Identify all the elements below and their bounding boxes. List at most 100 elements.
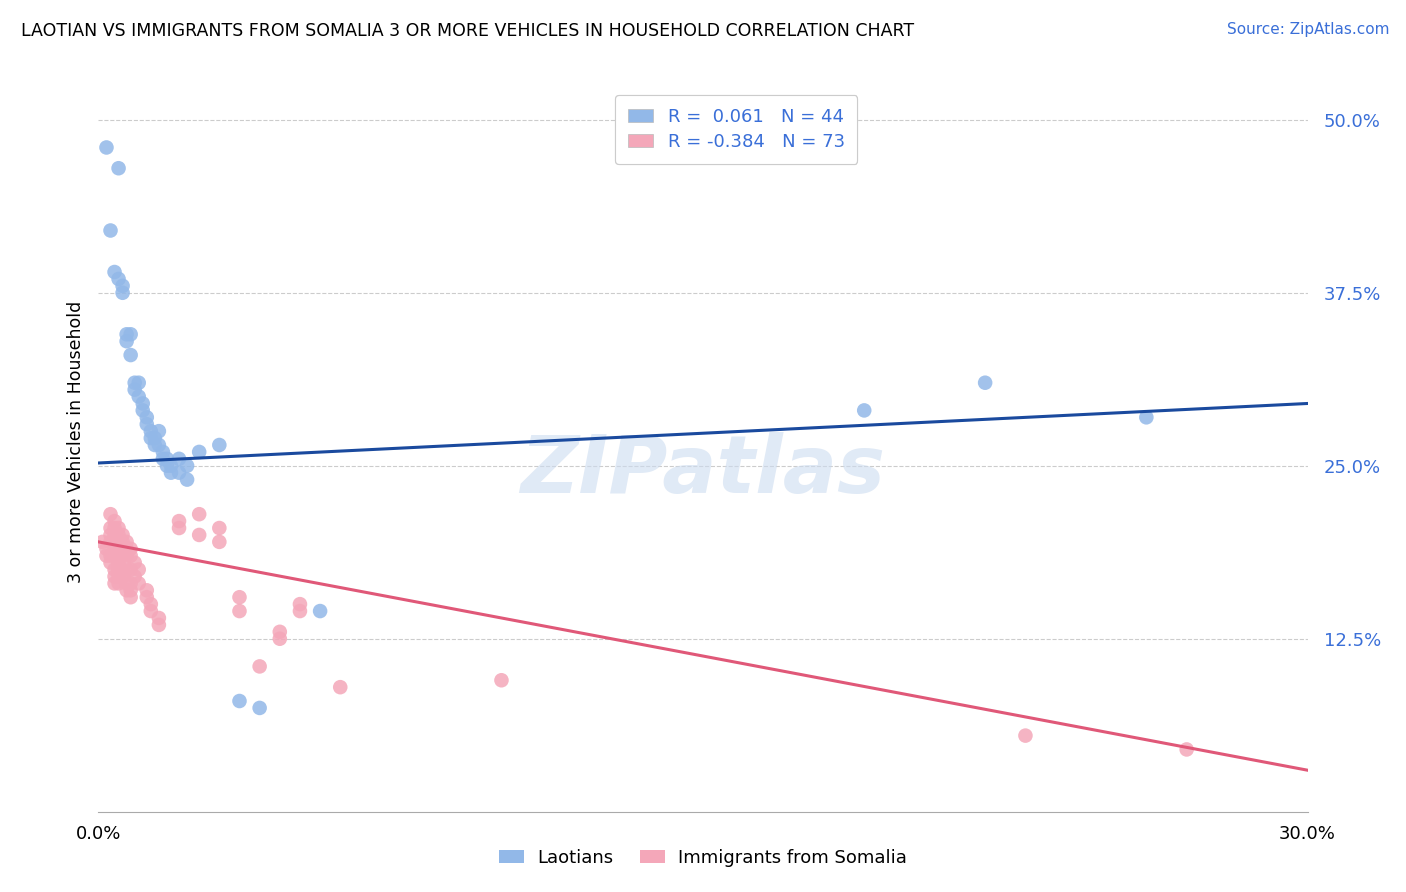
Point [139, 597, 162, 611]
Point [139, 604, 162, 618]
Text: LAOTIAN VS IMMIGRANTS FROM SOMALIA 3 OR MORE VEHICLES IN HOUSEHOLD CORRELATION C: LAOTIAN VS IMMIGRANTS FROM SOMALIA 3 OR … [21, 22, 914, 40]
Point [148, 438, 170, 452]
Point [115, 541, 138, 556]
Point [120, 583, 142, 598]
Point [139, 431, 162, 445]
Point [309, 604, 332, 618]
Point [115, 563, 138, 577]
Point [167, 521, 190, 535]
Point [148, 611, 170, 625]
Point [111, 541, 134, 556]
Point [103, 534, 125, 549]
Point [249, 701, 271, 715]
Point [103, 521, 125, 535]
Point [853, 403, 876, 417]
Point [1135, 410, 1157, 425]
Point [208, 438, 231, 452]
Point [107, 161, 129, 176]
Point [160, 458, 183, 473]
Point [107, 576, 129, 591]
Point [156, 451, 179, 466]
Point [269, 624, 291, 639]
Point [100, 556, 122, 570]
Point [156, 458, 179, 473]
Point [103, 563, 125, 577]
Point [132, 403, 155, 417]
Point [107, 569, 129, 583]
Point [107, 534, 129, 549]
Point [228, 591, 250, 605]
Text: Source: ZipAtlas.com: Source: ZipAtlas.com [1226, 22, 1389, 37]
Point [139, 424, 162, 438]
Point [128, 563, 150, 577]
Point [124, 376, 146, 390]
Point [100, 549, 122, 563]
Point [329, 680, 352, 694]
Point [103, 549, 125, 563]
Point [100, 507, 122, 521]
Point [120, 327, 142, 342]
Point [115, 327, 138, 342]
Point [120, 591, 142, 605]
Point [288, 604, 311, 618]
Point [103, 541, 125, 556]
Point [135, 583, 157, 598]
Point [107, 528, 129, 542]
Point [288, 597, 311, 611]
Point [128, 576, 150, 591]
Point [249, 659, 271, 673]
Point [148, 618, 170, 632]
Point [111, 569, 134, 583]
Point [111, 549, 134, 563]
Point [115, 576, 138, 591]
Point [188, 528, 211, 542]
Point [143, 431, 166, 445]
Point [111, 278, 134, 293]
Point [107, 272, 129, 286]
Point [103, 569, 125, 583]
Point [107, 563, 129, 577]
Point [167, 451, 190, 466]
Point [135, 417, 157, 432]
Point [100, 534, 122, 549]
Point [176, 473, 198, 487]
Point [115, 549, 138, 563]
Point [96, 549, 118, 563]
Point [107, 541, 129, 556]
Point [128, 390, 150, 404]
Point [111, 534, 134, 549]
Point [120, 549, 142, 563]
Point [160, 466, 183, 480]
Point [120, 576, 142, 591]
Point [132, 396, 155, 410]
Point [111, 528, 134, 542]
Point [135, 591, 157, 605]
Point [107, 521, 129, 535]
Point [100, 521, 122, 535]
Point [135, 410, 157, 425]
Legend: R =  0.061   N = 44, R = -0.384   N = 73: R = 0.061 N = 44, R = -0.384 N = 73 [616, 95, 858, 164]
Point [107, 549, 129, 563]
Legend: Laotians, Immigrants from Somalia: Laotians, Immigrants from Somalia [492, 842, 914, 874]
Point [96, 140, 118, 154]
Point [128, 376, 150, 390]
Point [1175, 742, 1198, 756]
Point [124, 556, 146, 570]
Point [974, 376, 997, 390]
Point [269, 632, 291, 646]
Point [115, 334, 138, 349]
Point [111, 285, 134, 300]
Point [167, 514, 190, 528]
Point [188, 507, 211, 521]
Point [152, 445, 174, 459]
Point [124, 383, 146, 397]
Point [120, 541, 142, 556]
Point [167, 466, 190, 480]
Point [208, 534, 231, 549]
Point [103, 528, 125, 542]
Point [115, 583, 138, 598]
Y-axis label: 3 or more Vehicles in Household: 3 or more Vehicles in Household [66, 301, 84, 582]
Point [103, 576, 125, 591]
Point [96, 541, 118, 556]
Text: ZIPatlas: ZIPatlas [520, 432, 886, 510]
